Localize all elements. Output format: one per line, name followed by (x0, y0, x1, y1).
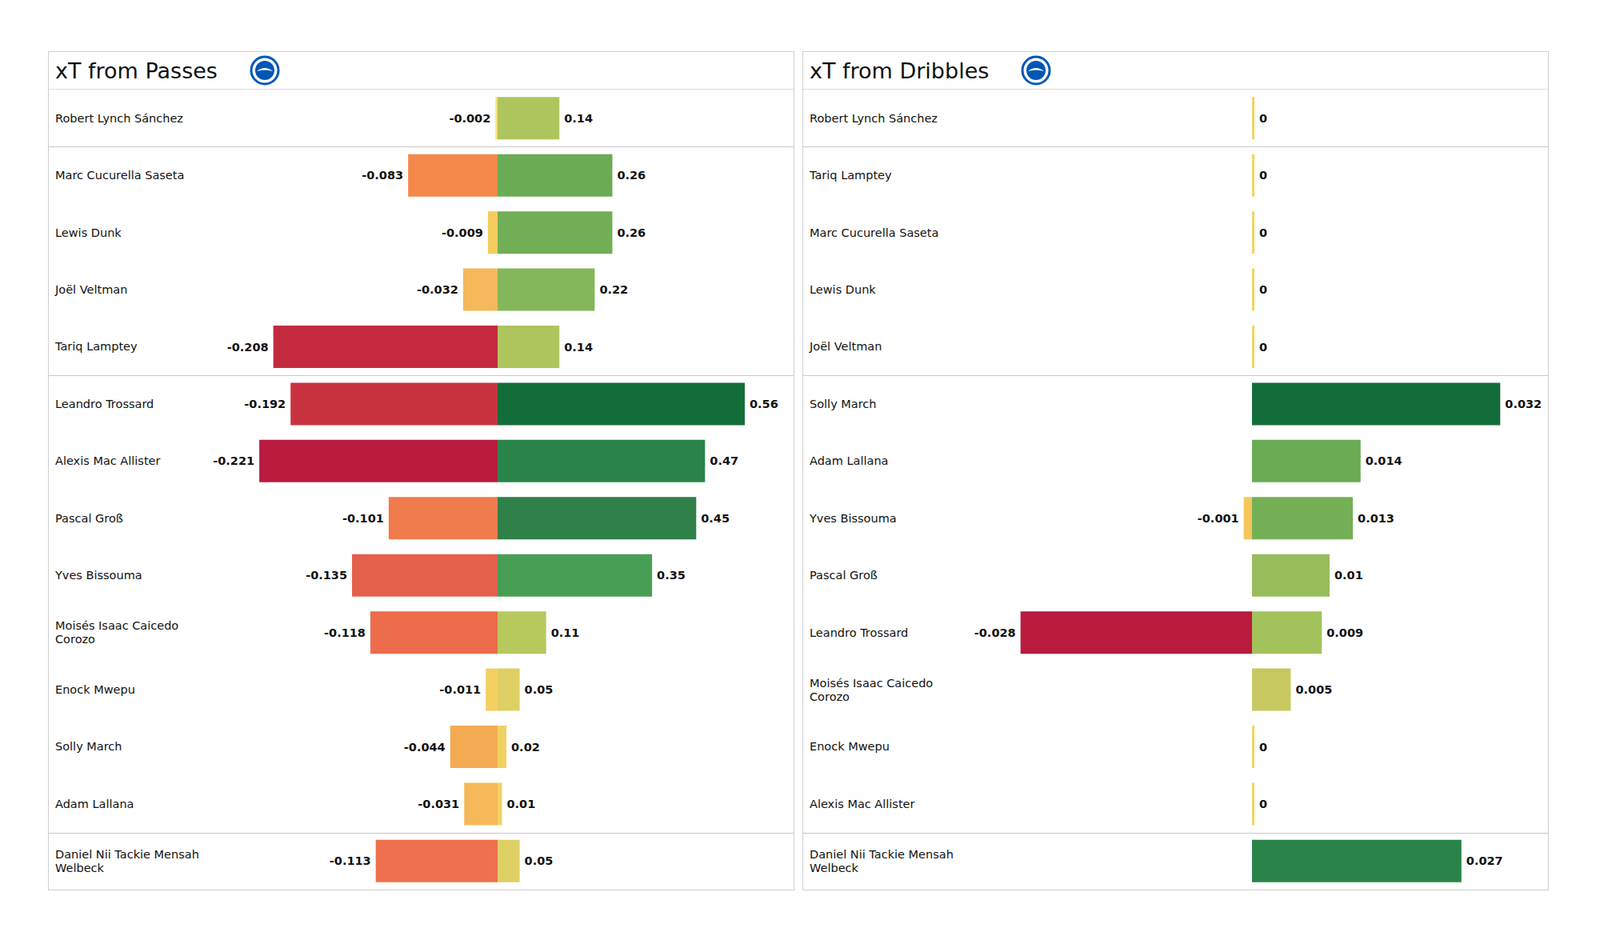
svg-text:-0.118: -0.118 (324, 626, 366, 640)
svg-text:Daniel Nii Tackie MensahWelbec: Daniel Nii Tackie MensahWelbeck (809, 848, 954, 875)
svg-text:Tariq Lamptey: Tariq Lamptey (808, 168, 892, 182)
svg-text:-0.011: -0.011 (439, 683, 481, 696)
svg-text:Pascal Groß: Pascal Groß (809, 568, 878, 582)
svg-text:0.26: 0.26 (616, 226, 646, 240)
html-text:xT from Dribbles: xT from Dribbles (809, 58, 990, 83)
svg-text:Leandro Trossard: Leandro Trossard (809, 626, 908, 640)
svg-text:-0.192: -0.192 (244, 397, 286, 411)
svg-text:0: 0 (1259, 283, 1268, 296)
svg-text:0.45: 0.45 (700, 512, 730, 525)
svg-text:-0.101: -0.101 (342, 512, 384, 525)
svg-text:0: 0 (1259, 340, 1268, 354)
svg-text:Yves Bissouma: Yves Bissouma (54, 568, 143, 582)
svg-text:Pascal Groß: Pascal Groß (55, 512, 124, 525)
svg-text:0.014: 0.014 (1365, 454, 1403, 468)
svg-text:0: 0 (1259, 168, 1268, 182)
svg-text:0.032: 0.032 (1504, 397, 1542, 411)
svg-text:Robert Lynch Sánchez: Robert Lynch Sánchez (55, 112, 184, 125)
svg-text:0.26: 0.26 (616, 168, 646, 182)
svg-text:-0.083: -0.083 (361, 168, 404, 182)
svg-text:-0.009: -0.009 (441, 226, 484, 240)
svg-text:Tariq Lamptey: Tariq Lamptey (54, 340, 138, 353)
svg-text:0: 0 (1259, 226, 1268, 240)
svg-text:0.14: 0.14 (564, 340, 593, 354)
svg-text:-0.044: -0.044 (404, 740, 446, 754)
svg-text:Moisés Isaac CaicedoCorozo: Moisés Isaac CaicedoCorozo (55, 619, 179, 646)
svg-text:Enock Mwepu: Enock Mwepu (809, 740, 890, 753)
svg-text:Adam Lallana: Adam Lallana (809, 454, 888, 468)
svg-text:Daniel Nii Tackie MensahWelbec: Daniel Nii Tackie MensahWelbeck (55, 848, 200, 875)
html-text:xT from Passes: xT from Passes (55, 58, 218, 83)
svg-text:Lewis Dunk: Lewis Dunk (809, 283, 876, 296)
svg-text:Solly March: Solly March (55, 740, 123, 753)
svg-text:-0.221: -0.221 (212, 454, 255, 468)
svg-text:-0.002: -0.002 (448, 112, 491, 125)
svg-text:0.56: 0.56 (749, 397, 779, 411)
svg-text:0.35: 0.35 (656, 568, 686, 582)
svg-text:0: 0 (1259, 112, 1268, 125)
svg-text:0.11: 0.11 (551, 626, 580, 640)
svg-text:Joël Veltman: Joël Veltman (54, 283, 128, 296)
svg-text:0: 0 (1259, 740, 1268, 754)
svg-text:0.005: 0.005 (1295, 683, 1332, 696)
svg-text:Adam Lallana: Adam Lallana (55, 797, 134, 811)
svg-text:-0.032: -0.032 (416, 283, 459, 296)
svg-text:0.02: 0.02 (511, 740, 540, 754)
svg-text:0: 0 (1259, 797, 1268, 811)
svg-text:Alexis Mac Allister: Alexis Mac Allister (809, 797, 916, 811)
svg-text:Robert Lynch Sánchez: Robert Lynch Sánchez (809, 112, 938, 125)
svg-text:-0.028: -0.028 (974, 626, 1016, 640)
svg-text:-0.031: -0.031 (417, 797, 460, 811)
svg-text:0.22: 0.22 (599, 283, 628, 296)
svg-text:-0.113: -0.113 (329, 854, 372, 868)
svg-text:-0.208: -0.208 (227, 340, 269, 354)
svg-text:0.05: 0.05 (524, 854, 554, 868)
svg-text:-0.135: -0.135 (305, 568, 348, 582)
svg-text:Joël Veltman: Joël Veltman (808, 340, 882, 353)
svg-text:Marc Cucurella Saseta: Marc Cucurella Saseta (55, 168, 184, 182)
svg-text:0.013: 0.013 (1357, 512, 1395, 525)
svg-text:Yves Bissouma: Yves Bissouma (808, 512, 897, 525)
svg-text:Marc Cucurella Saseta: Marc Cucurella Saseta (809, 226, 939, 240)
svg-text:Moisés Isaac CaicedoCorozo: Moisés Isaac CaicedoCorozo (809, 676, 933, 704)
svg-text:Leandro Trossard: Leandro Trossard (55, 397, 154, 411)
svg-text:Enock Mwepu: Enock Mwepu (55, 683, 136, 696)
svg-text:0.01: 0.01 (507, 797, 536, 811)
svg-text:0.01: 0.01 (1334, 568, 1364, 582)
svg-text:0.027: 0.027 (1466, 854, 1504, 868)
svg-text:0.009: 0.009 (1326, 626, 1364, 640)
svg-text:0.14: 0.14 (564, 112, 593, 125)
svg-text:0.05: 0.05 (524, 683, 554, 696)
svg-text:Alexis Mac Allister: Alexis Mac Allister (55, 454, 161, 468)
svg-text:Lewis Dunk: Lewis Dunk (55, 226, 122, 240)
svg-text:Solly March: Solly March (809, 397, 877, 411)
svg-text:0.47: 0.47 (709, 454, 739, 468)
svg-text:-0.001: -0.001 (1197, 512, 1240, 525)
